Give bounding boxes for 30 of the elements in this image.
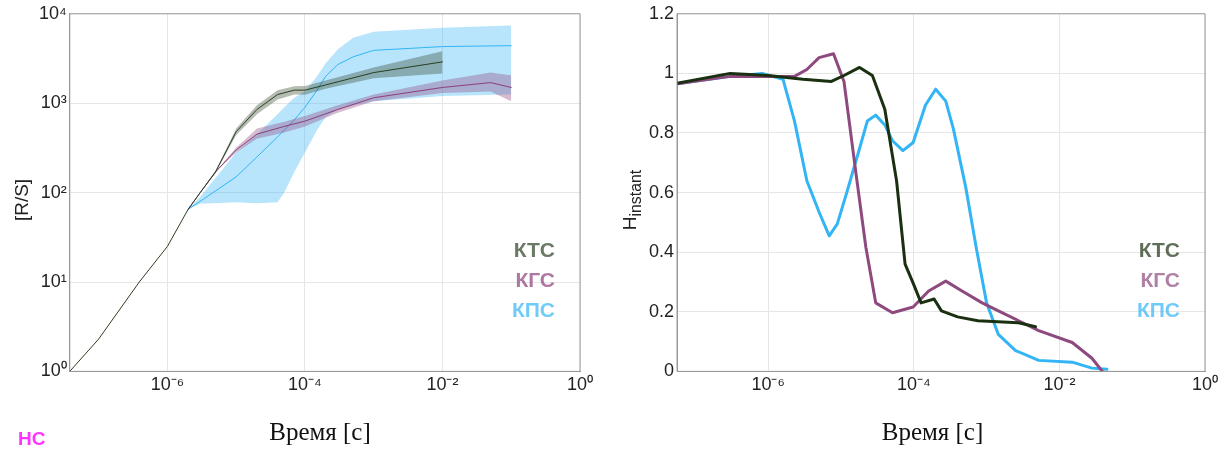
y-tick-label: 1.2 xyxy=(648,2,675,23)
y-tick-label: 0.2 xyxy=(648,300,675,321)
x-tick-label: 10⁻⁶ xyxy=(751,374,785,395)
text: КПС xyxy=(1136,298,1180,322)
text: КГС xyxy=(515,268,555,292)
y-tick-label: 0 xyxy=(664,360,675,381)
text: КПС xyxy=(511,298,555,322)
x-tick-label: 10⁰ xyxy=(1191,374,1219,395)
y-tick-label: 10⁴ xyxy=(38,2,67,23)
x-axis-title: Время [с] xyxy=(269,418,371,446)
x-tick-label: 10⁻⁴ xyxy=(896,374,931,395)
x-tick-label: 10⁻⁶ xyxy=(150,374,185,395)
y-tick-label: 10³ xyxy=(40,92,67,113)
y-tick-label: 10⁰ xyxy=(40,360,67,381)
text: НС xyxy=(18,428,46,450)
x-tick-label: 10⁻² xyxy=(1043,374,1076,395)
text: КТС xyxy=(513,238,555,262)
y-tick-label: 1 xyxy=(664,62,675,83)
y-tick-label: 0.4 xyxy=(648,241,675,262)
x-tick-label: 10⁰ xyxy=(566,374,594,395)
x-axis-title: Время [с] xyxy=(881,418,984,446)
y-tick-label: 10¹ xyxy=(40,270,67,291)
y-tick-label: 0.8 xyxy=(648,121,675,142)
x-tick-label: 10⁻² xyxy=(426,374,459,395)
y-tick-label: 0.6 xyxy=(648,181,675,202)
y-axis-title: [R/S] xyxy=(11,178,33,222)
x-tick-label: 10⁻⁴ xyxy=(288,374,322,395)
text: КГС xyxy=(1140,268,1180,292)
text: КТС xyxy=(1138,238,1180,262)
y-tick-label: 10² xyxy=(40,181,67,202)
